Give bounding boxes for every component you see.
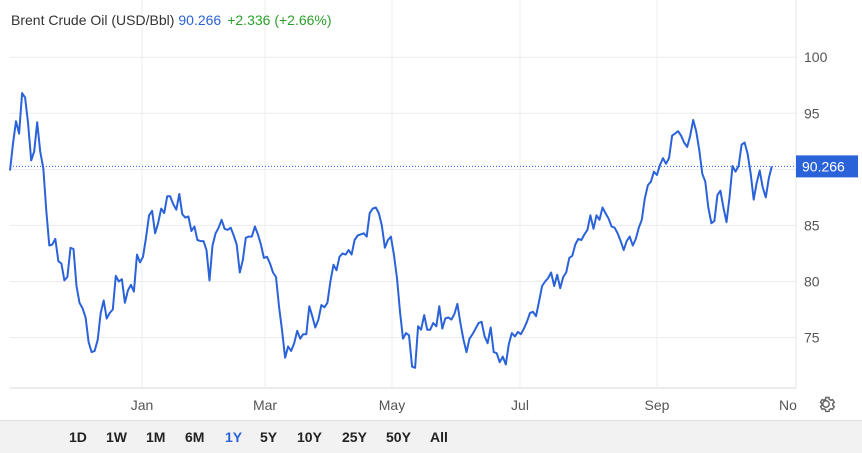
y-tick-label: 95	[804, 105, 820, 121]
y-tick-label: 100	[804, 49, 828, 65]
price-series-line	[9, 92, 773, 369]
current-price: 90.266	[178, 12, 222, 28]
range-10y-button[interactable]: 10Y	[297, 429, 322, 445]
range-1d-button[interactable]: 1D	[69, 429, 87, 445]
last-price-label: 90.266	[796, 155, 858, 178]
y-tick-label: 85	[804, 217, 820, 233]
range-50y-button[interactable]: 50Y	[386, 429, 411, 445]
y-tick-label: 75	[804, 330, 820, 346]
y-axis-ticks: 7580859095100	[804, 49, 828, 345]
x-tick-label: No	[779, 397, 797, 413]
range-6m-button[interactable]: 6M	[185, 429, 205, 445]
price-change: +2.336 (+2.66%)	[227, 12, 332, 28]
last-price-label-text: 90.266	[802, 158, 845, 174]
instrument-name: Brent Crude Oil (USD/Bbl)	[11, 12, 175, 28]
range-5y-button[interactable]: 5Y	[260, 429, 278, 445]
range-1m-button[interactable]: 1M	[146, 429, 166, 445]
range-25y-button[interactable]: 25Y	[342, 429, 367, 445]
gear-icon[interactable]	[815, 393, 837, 415]
x-tick-label: Sep	[645, 397, 670, 413]
range-all-button[interactable]: All	[430, 429, 448, 445]
range-1w-button[interactable]: 1W	[106, 429, 127, 445]
chart-legend: Brent Crude Oil (USD/Bbl) 90.266 +2.336 (+…	[11, 12, 332, 28]
time-range-bar: 1D 1W 1M 6M 1Y 5Y 10Y 25Y 50Y All	[0, 420, 862, 453]
x-tick-label: Jul	[511, 397, 529, 413]
x-tick-label: May	[379, 397, 405, 413]
y-tick-label: 80	[804, 273, 820, 289]
x-axis-ticks: Jan Mar May Jul Sep No	[131, 397, 797, 413]
gridlines	[10, 0, 797, 389]
x-tick-label: Mar	[253, 397, 277, 413]
x-tick-label: Jan	[131, 397, 154, 413]
range-1y-button[interactable]: 1Y	[225, 429, 243, 445]
